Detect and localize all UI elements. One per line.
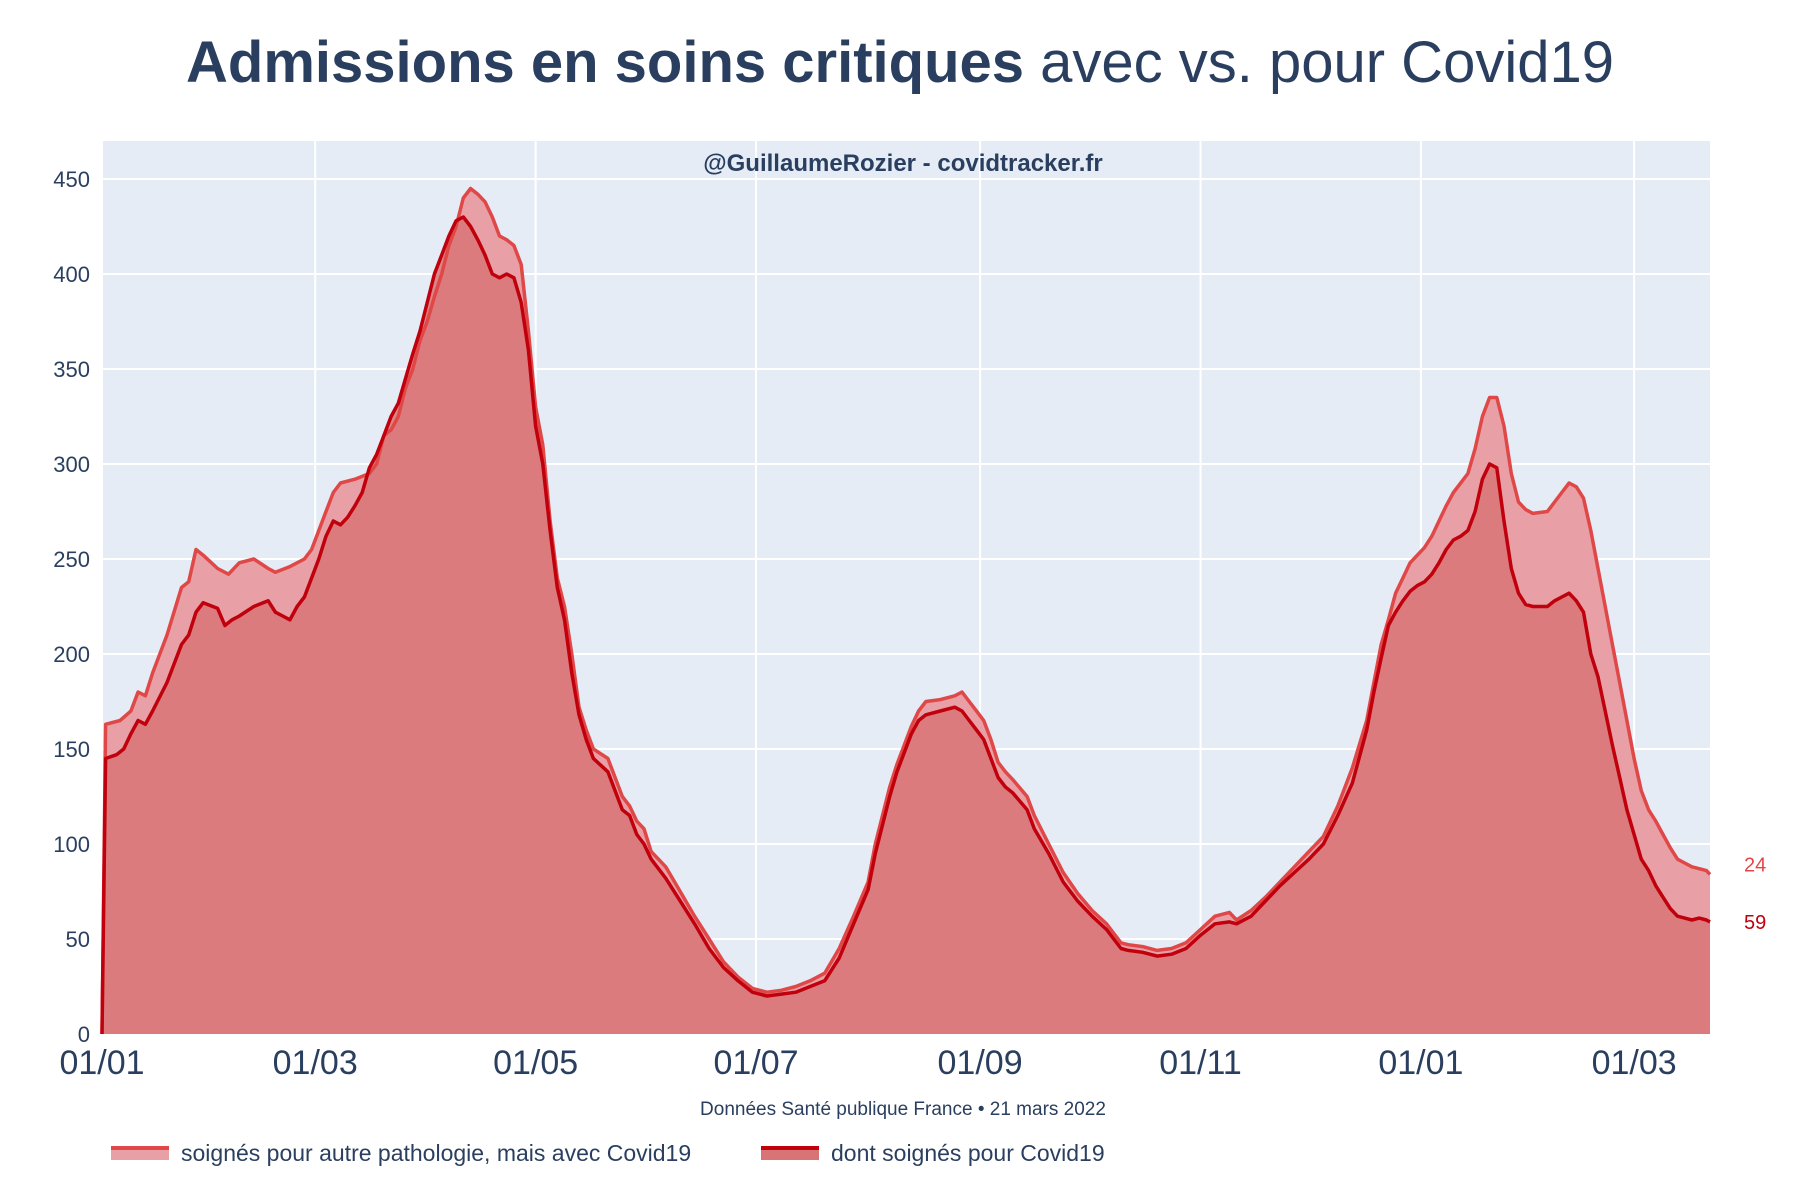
end-label-lower: 59	[1744, 912, 1766, 934]
y-tick-label: 350	[53, 357, 90, 382]
chart-title-bold: Admissions en soins critiques	[186, 30, 1024, 95]
y-tick-label: 400	[53, 262, 90, 287]
x-tick-label: 01/03	[1592, 1044, 1677, 1082]
y-axis: 0 50 100 150 200 250 300 350 400 450	[53, 167, 90, 1047]
series-line-lower	[100, 215, 1711, 1035]
y-tick-label: 300	[53, 452, 90, 477]
area-fill-lower	[102, 217, 1710, 1034]
y-tick-label: 150	[53, 737, 90, 762]
x-tick-label: 01/01	[1378, 1044, 1463, 1082]
y-tick-label: 200	[53, 642, 90, 667]
legend-item-upper[interactable]: soignés pour autre pathologie, mais avec…	[111, 1140, 691, 1166]
y-tick-label: 0	[78, 1022, 90, 1047]
legend-item-lower[interactable]: dont soignés pour Covid19	[761, 1140, 1105, 1166]
x-tick-label: 01/11	[1159, 1044, 1242, 1082]
chart-title-rest: avec vs. pour Covid19	[1024, 30, 1614, 95]
source-note: Données Santé publique France • 21 mars …	[700, 1099, 1106, 1120]
x-tick-label: 01/05	[493, 1044, 578, 1082]
y-tick-label: 450	[53, 167, 90, 192]
chart-title: Admissions en soins critiques avec vs. p…	[186, 30, 1614, 95]
y-tick-label: 50	[66, 927, 90, 952]
legend: soignés pour autre pathologie, mais avec…	[111, 1140, 1105, 1166]
legend-label-upper: soignés pour autre pathologie, mais avec…	[181, 1140, 691, 1166]
end-label-upper: 24	[1744, 854, 1766, 876]
x-tick-label: 01/09	[938, 1044, 1023, 1082]
x-axis: 01/01 01/03 01/05 01/07 01/09 01/11 01/01 01/03	[59, 1044, 1676, 1082]
x-tick-label: 01/03	[273, 1044, 358, 1082]
watermark-text: @GuillaumeRozier - covidtracker.fr	[703, 150, 1103, 177]
y-tick-label: 250	[53, 547, 90, 572]
area-series	[100, 186, 1712, 1035]
y-tick-label: 100	[53, 832, 90, 857]
legend-label-lower: dont soignés pour Covid19	[831, 1140, 1105, 1166]
x-tick-label: 01/01	[59, 1044, 144, 1082]
x-tick-label: 01/07	[713, 1044, 798, 1082]
